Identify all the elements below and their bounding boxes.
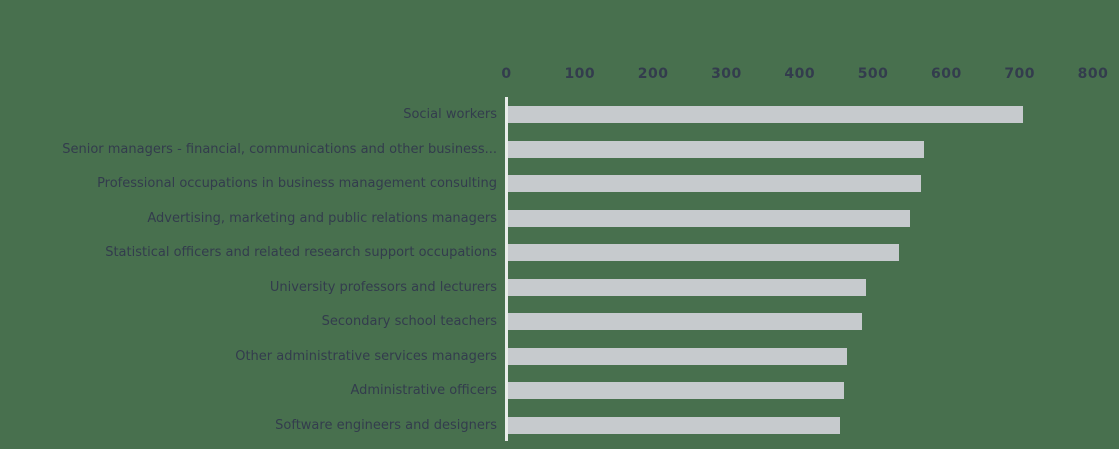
chart-row: Advertising, marketing and public relati… [0,209,1119,227]
chart-row: Senior managers - financial, communicati… [0,140,1119,158]
bar [508,209,910,227]
category-label: Social workers [403,107,497,122]
x-tick-label: 100 [564,66,596,82]
chart-row: Software engineers and designers [0,416,1119,434]
bar [508,382,844,399]
chart-row: Other administrative services managers [0,347,1119,365]
x-tick-label: 500 [857,66,889,82]
chart-row: Statistical officers and related researc… [0,244,1119,261]
bar [508,140,925,158]
chart-row: Secondary school teachers [0,313,1119,330]
y-axis-line [505,97,508,441]
category-label: Software engineers and designers [275,417,497,433]
chart-row: Administrative officers [0,382,1119,399]
category-label: Secondary school teachers [321,314,497,329]
category-label: Other administrative services managers [235,348,497,364]
bar [508,313,863,330]
x-tick-label: 600 [931,66,962,82]
category-label: Advertising, marketing and public relati… [147,210,497,226]
category-label: Statistical officers and related researc… [105,245,497,260]
category-label: Senior managers - financial, communicati… [62,141,497,157]
x-axis: 0 100 200 300 400 500 600 700 800 [0,0,1119,90]
chart-row: Social workers [0,106,1119,123]
category-label: University professors and lecturers [269,279,497,295]
category-label: Professional occupations in business man… [97,176,497,191]
chart-row: Professional occupations in business man… [0,175,1119,192]
category-label: Administrative officers [350,383,497,398]
x-tick-label: 200 [637,66,669,82]
bar [508,347,848,365]
bar [508,416,841,434]
x-tick-label: 0 [501,66,512,82]
bar [508,106,1024,123]
x-tick-label: 800 [1077,66,1109,82]
bar [508,175,921,192]
x-tick-label: 400 [784,66,816,82]
bar [508,244,899,261]
bar [508,278,866,296]
x-tick-label: 700 [1004,66,1036,82]
chart-row: University professors and lecturers [0,278,1119,296]
x-tick-label: 300 [711,66,742,82]
